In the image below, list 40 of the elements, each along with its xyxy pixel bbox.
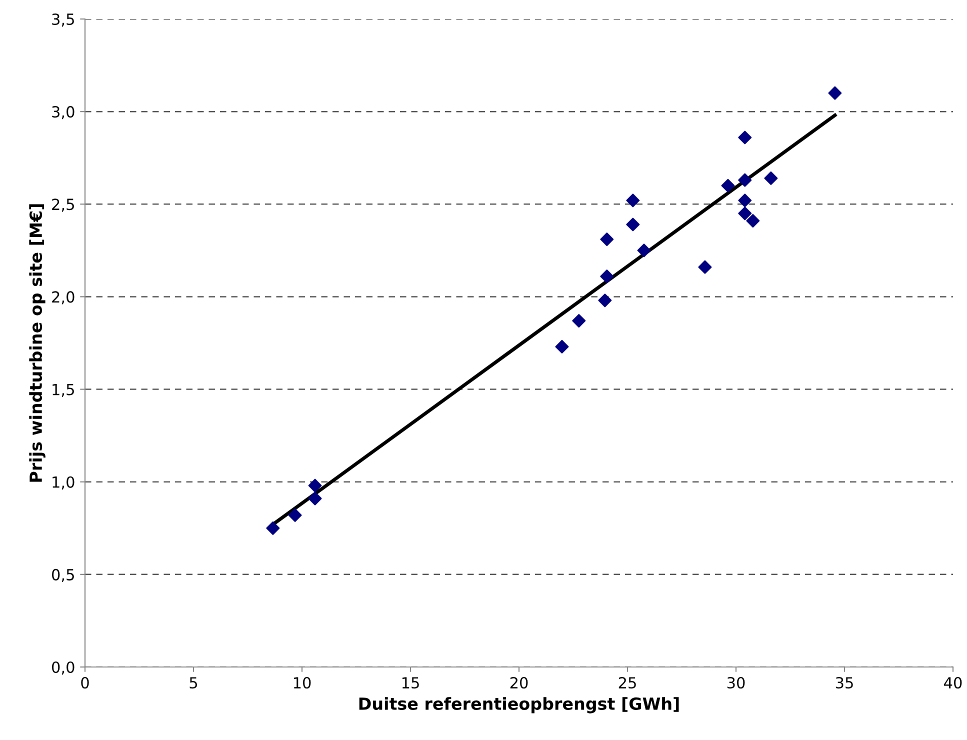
- point: [600, 232, 614, 246]
- x-axis-title: Duitse referentieopbrengst [GWh]: [359, 697, 679, 714]
- y-tick-label: 3,0: [52, 106, 74, 120]
- x-tick-label: 5: [190, 677, 198, 689]
- y-tick-label: 1,0: [52, 476, 74, 490]
- x-tick-label: 0: [81, 676, 89, 689]
- x-tick-label: 40: [944, 676, 962, 689]
- y-tick-label: 1,5: [52, 384, 74, 397]
- x-tick-label: 35: [836, 676, 853, 689]
- y-tick-label: 2,0: [52, 291, 74, 304]
- point: [600, 270, 614, 284]
- point: [828, 86, 842, 100]
- x-tick-label: 30: [727, 676, 745, 689]
- point: [308, 478, 322, 492]
- point: [637, 244, 651, 258]
- point: [738, 206, 752, 220]
- point: [738, 173, 752, 187]
- point: [266, 521, 280, 535]
- point: [288, 508, 302, 522]
- point: [626, 218, 640, 232]
- point: [738, 130, 752, 144]
- x-tick-label: 15: [402, 677, 419, 689]
- point: [764, 171, 778, 185]
- y-tick-label: 3,5: [52, 13, 74, 27]
- y-axis-title: Prijs windturbine op site [M€]: [29, 204, 46, 482]
- y-tick-label: 2,5: [52, 198, 74, 212]
- point: [555, 340, 569, 354]
- point: [572, 314, 586, 328]
- x-tick-label: 25: [618, 676, 636, 689]
- y-tick-label: 0,0: [52, 661, 74, 675]
- point: [598, 294, 612, 308]
- point: [308, 492, 322, 506]
- point: [626, 194, 640, 208]
- point: [738, 194, 752, 208]
- point: [746, 214, 760, 228]
- point: [698, 260, 712, 274]
- x-tick-label: 20: [510, 676, 528, 689]
- x-tick-label: 10: [294, 676, 311, 689]
- y-tick-label: 0,5: [52, 568, 74, 582]
- point: [721, 178, 735, 192]
